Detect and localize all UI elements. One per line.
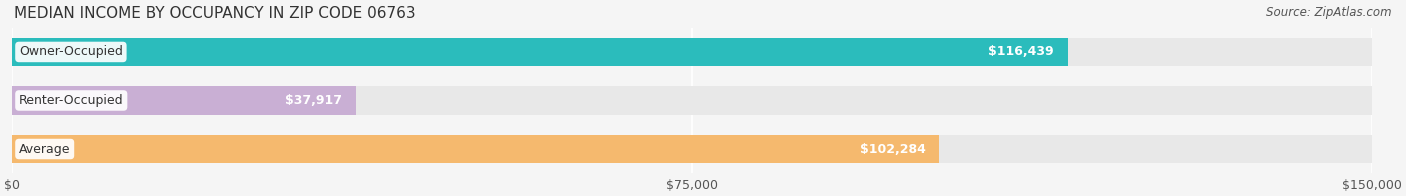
Bar xyxy=(13,135,1372,163)
Text: Owner-Occupied: Owner-Occupied xyxy=(18,45,122,58)
Bar xyxy=(13,86,1372,114)
Text: Renter-Occupied: Renter-Occupied xyxy=(18,94,124,107)
Text: $116,439: $116,439 xyxy=(988,45,1054,58)
Bar xyxy=(13,38,1067,66)
Bar xyxy=(13,86,356,114)
Text: $102,284: $102,284 xyxy=(860,142,925,155)
Text: Average: Average xyxy=(18,142,70,155)
Text: MEDIAN INCOME BY OCCUPANCY IN ZIP CODE 06763: MEDIAN INCOME BY OCCUPANCY IN ZIP CODE 0… xyxy=(14,6,416,21)
Bar xyxy=(13,135,939,163)
Bar xyxy=(13,38,1372,66)
Text: Source: ZipAtlas.com: Source: ZipAtlas.com xyxy=(1267,6,1392,19)
Text: $37,917: $37,917 xyxy=(285,94,342,107)
